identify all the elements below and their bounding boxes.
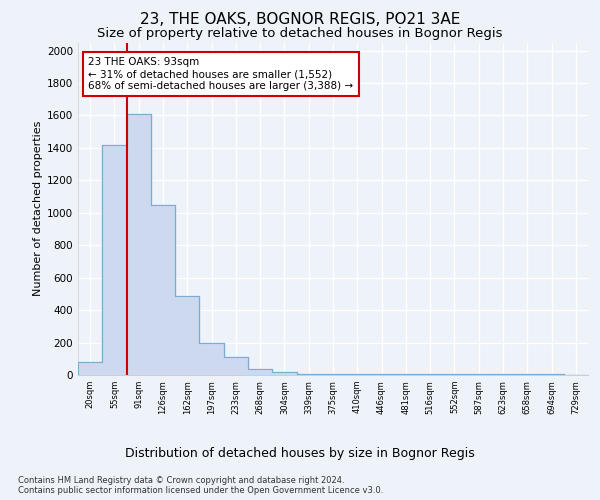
Text: 23, THE OAKS, BOGNOR REGIS, PO21 3AE: 23, THE OAKS, BOGNOR REGIS, PO21 3AE <box>140 12 460 28</box>
Y-axis label: Number of detached properties: Number of detached properties <box>33 121 43 296</box>
Text: Contains HM Land Registry data © Crown copyright and database right 2024.: Contains HM Land Registry data © Crown c… <box>18 476 344 485</box>
Text: 23 THE OAKS: 93sqm
← 31% of detached houses are smaller (1,552)
68% of semi-deta: 23 THE OAKS: 93sqm ← 31% of detached hou… <box>88 58 353 90</box>
Text: Distribution of detached houses by size in Bognor Regis: Distribution of detached houses by size … <box>125 448 475 460</box>
Text: Contains public sector information licensed under the Open Government Licence v3: Contains public sector information licen… <box>18 486 383 495</box>
Text: Size of property relative to detached houses in Bognor Regis: Size of property relative to detached ho… <box>97 28 503 40</box>
